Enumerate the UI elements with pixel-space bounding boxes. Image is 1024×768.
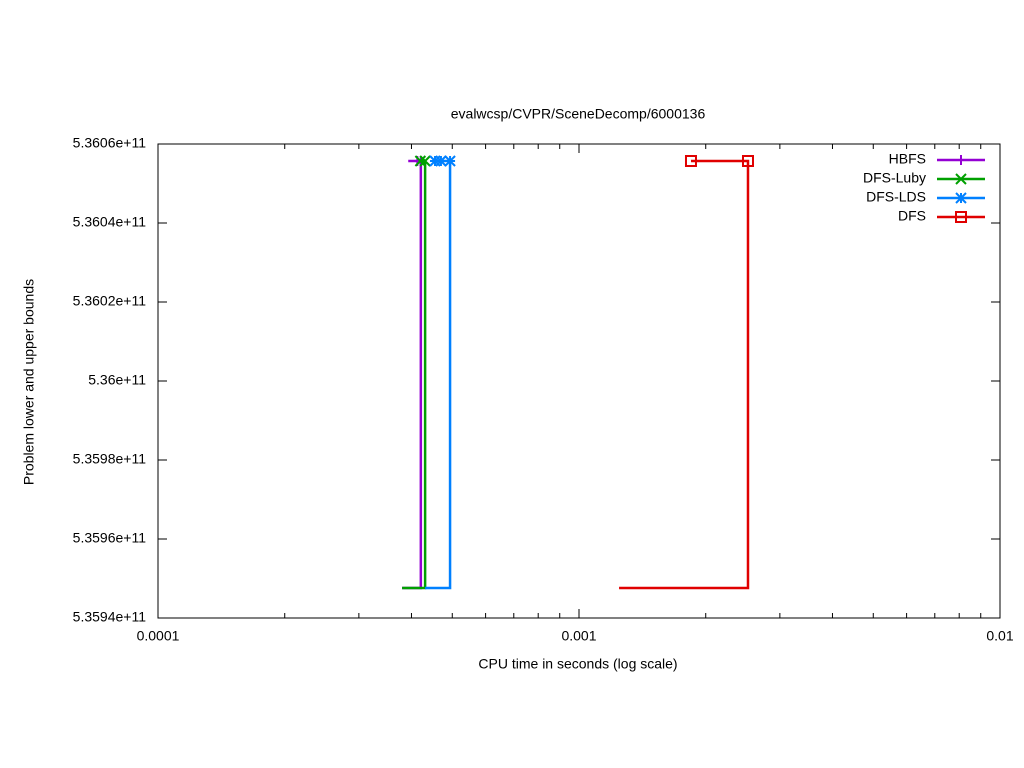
- y-tick-label: 5.3596e+11: [73, 530, 147, 546]
- legend-label: DFS-Luby: [863, 170, 926, 186]
- x-tick-label: 0.0001: [137, 628, 180, 644]
- marker: [444, 155, 456, 167]
- legend-label: HBFS: [889, 151, 926, 167]
- chart-title: evalwcsp/CVPR/SceneDecomp/6000136: [451, 106, 706, 122]
- marker: [684, 154, 697, 167]
- y-tick-label: 5.36e+11: [88, 372, 146, 388]
- legend-marker: [956, 155, 966, 165]
- marker: [419, 155, 431, 167]
- y-tick-label: 5.3604e+11: [73, 214, 147, 230]
- y-tick-label: 5.3594e+11: [73, 609, 147, 625]
- legend-label: DFS-LDS: [866, 189, 926, 205]
- marker: [435, 155, 447, 167]
- legend-marker: [955, 192, 967, 204]
- x-axis-label: CPU time in seconds (log scale): [478, 656, 677, 672]
- legend-label: DFS: [898, 208, 926, 224]
- marker: [741, 154, 754, 167]
- y-tick-label: 5.3602e+11: [73, 293, 147, 309]
- x-tick-label: 0.01: [986, 628, 1013, 644]
- legend-marker: [955, 173, 967, 185]
- y-tick-label: 5.3606e+11: [73, 135, 147, 151]
- marker: [429, 155, 441, 167]
- y-tick-label: 5.3598e+11: [73, 451, 147, 467]
- marker: [414, 155, 427, 167]
- y-axis-label: Problem lower and upper bounds: [21, 279, 37, 485]
- series-line: [619, 159, 750, 590]
- legend-marker: [955, 211, 967, 223]
- x-tick-label: 0.001: [561, 628, 596, 644]
- series-line: [402, 159, 427, 590]
